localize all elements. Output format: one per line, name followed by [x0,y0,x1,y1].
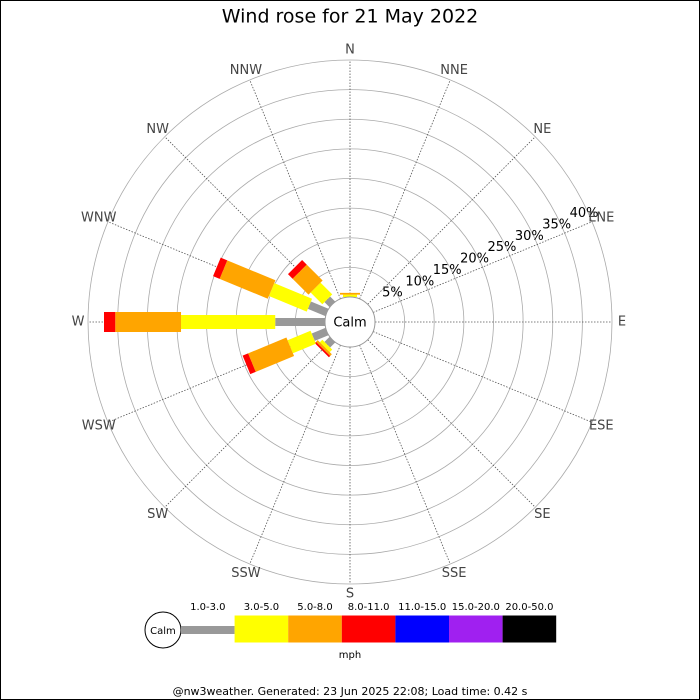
direction-label: SSW [231,566,261,581]
legend-swatch [288,615,342,643]
direction-label: NNE [440,63,468,78]
direction-label: NW [146,122,169,137]
spoke [367,136,536,305]
r-tick-label: 35% [542,218,571,233]
bar-segment [268,283,313,312]
r-tick-label: 20% [460,252,489,267]
bar-segment [343,294,357,297]
direction-label: S [346,587,354,602]
bar-segment [181,315,276,329]
bar-segment [324,336,336,348]
legend-swatch [449,615,503,643]
r-tick-label: 30% [515,229,544,244]
direction-label: NNW [230,63,262,78]
unit-label: mph [339,650,361,661]
legend-label: 5.0-8.0 [297,602,332,613]
r-tick-label: 25% [487,240,516,255]
legend-label: 1.0-3.0 [190,602,225,613]
bar-segment [340,292,360,295]
spoke [359,344,451,565]
spoke [367,339,536,508]
legend-swatch [234,615,289,643]
legend-label: 8.0-11.0 [348,602,390,613]
spoke [249,344,341,565]
direction-label: WSW [82,419,116,434]
footer: @nw3weather. Generated: 23 Jun 2025 22:0… [173,685,528,698]
bar-segment [316,340,332,356]
bar-segment [287,259,307,279]
bar-segment [324,296,336,308]
direction-label: ESE [589,419,614,434]
legend-label: 11.0-15.0 [398,602,446,613]
bar-segment [319,339,333,353]
bar-segment [242,353,256,375]
legend-swatch [395,615,449,643]
legend-swatch [341,615,396,643]
calm-circle [324,296,376,348]
legend-label: 15.0-20.0 [452,602,500,613]
spoke [372,331,593,423]
bar-segment [307,301,329,317]
direction-label: ENE [588,210,614,225]
bar-segment [219,260,276,299]
r-tick-label: 5% [382,286,403,301]
bar-segment [213,257,228,279]
legend-calm-label: Calm [150,626,176,637]
legend-label: 20.0-50.0 [505,602,553,613]
legend-swatch [502,615,557,643]
bar-segment [314,341,331,358]
r-tick-label: 40% [570,206,599,221]
spoke [164,339,333,508]
bar-segment [311,327,329,341]
direction-label: SSE [442,566,467,581]
r-tick-label: 15% [433,263,462,278]
direction-label: NE [533,122,551,137]
direction-label: W [72,315,85,330]
grid-ring [87,59,613,585]
bar-segment [310,282,333,305]
bar-segment [275,318,325,326]
direction-label: E [618,315,626,330]
bar-segment [287,330,316,354]
chart-title: Wind rose for 21 May 2022 [222,6,479,28]
direction-label: N [345,43,355,58]
r-tick-label: 10% [405,274,434,289]
legend-swatch [181,626,235,634]
direction-label: SE [534,507,550,522]
bar-segment [292,264,323,295]
legend-label: 3.0-5.0 [244,602,279,613]
calm-label: Calm [333,316,366,331]
spoke [359,79,451,300]
spoke [372,221,593,313]
direction-label: WNW [81,210,117,225]
bar-segment [248,337,295,372]
bar-segment [103,312,116,332]
direction-label: SW [147,507,168,522]
spoke [249,79,341,300]
bar-segment [115,312,182,332]
